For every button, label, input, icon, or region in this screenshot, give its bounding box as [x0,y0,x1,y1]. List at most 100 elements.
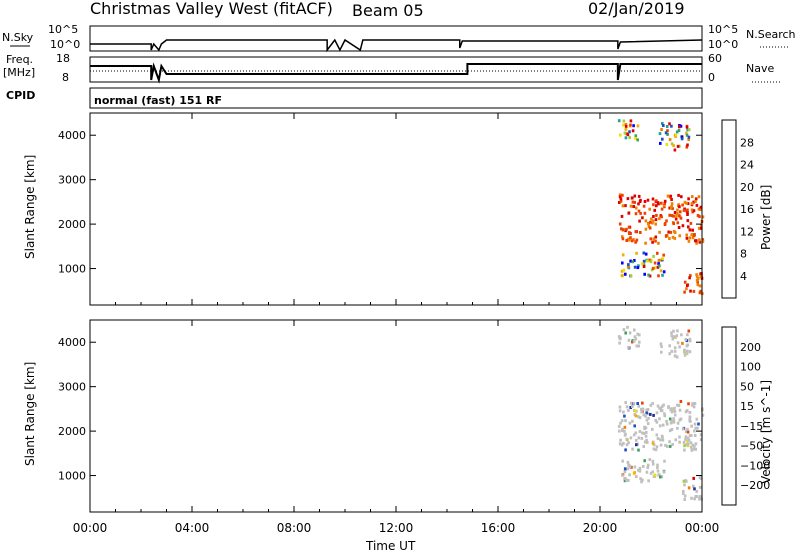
power-cell [658,264,661,268]
power-cell [631,260,635,264]
velocity-cell [658,406,661,410]
velocity-cell [686,442,690,446]
power-cell [635,238,639,242]
velocity-cell [693,422,697,426]
power-cell [621,237,625,241]
velocity-cell [682,489,685,493]
power-cell [622,268,626,272]
velocity-cell [695,417,699,421]
power-cell [648,274,652,278]
velocity-cell [643,459,646,463]
power-cell [687,239,691,243]
power-cell [634,240,637,244]
velocity-cell [647,416,650,420]
power-cell [650,258,653,262]
velocity-cell [634,431,638,435]
power-cell [653,261,657,265]
power-cell [621,235,624,239]
velocity-cell [645,411,648,415]
power-cell [648,226,652,230]
time-tick-label: 00:00 [685,521,720,535]
power-cell [624,136,628,140]
power-cell [627,231,631,235]
nsky-tick-high: 10^5 [48,23,78,36]
velocity-cell [640,436,644,440]
power-cell [654,235,658,239]
cpid-label: CPID [6,89,35,102]
power-cell [659,141,662,145]
power-cell [661,273,664,277]
power-cell [666,194,670,198]
power-cell [640,262,644,266]
velocity-cell [631,339,635,343]
power-cell [636,124,640,128]
velocity-cell [691,443,695,447]
time-axis-label: Time UT [365,539,416,553]
power-cell [678,205,681,209]
power-cell [670,142,674,146]
power-cell [642,251,646,255]
power-cell [619,197,623,201]
power-cell [653,266,657,270]
power-cell [663,199,667,203]
velocity-colorbar: 200 100 50 15 −15 −50 −100 −200 [721,326,770,506]
power-cell [634,230,638,234]
power-cell [669,194,673,198]
power-cell [642,259,646,263]
velocity-cell [660,345,663,349]
velocity-cell [627,464,631,468]
velocity-cell [688,415,692,419]
velocity-cell [656,466,659,470]
power-cell [633,200,636,204]
power-cell [679,124,683,128]
power-cell [644,219,648,223]
velocity-cell [623,476,627,480]
power-cell [631,200,635,204]
velocity-cell [668,417,672,421]
velocity-cell [682,440,686,444]
velocity-cell [655,420,659,424]
power-cell [626,197,630,201]
power-cell [686,284,689,288]
velocity-cell [684,437,687,441]
nave-label: Nave [746,62,774,75]
velocity-cell [682,492,685,495]
power-panel: 1000 2000 3000 4000 Slant Range [km] 28 24 20… [23,112,773,306]
power-cell [657,241,660,245]
power-cell [625,239,628,242]
power-cell [697,226,701,230]
power-cell [670,124,673,128]
power-cell [620,214,624,218]
power-cell [661,137,664,141]
velocity-cell [623,414,626,418]
velocity-cell [637,448,640,452]
velocity-cell [693,434,697,437]
velocity-cell [654,418,657,422]
power-cell [662,253,665,257]
velocity-cell [640,407,643,411]
velocity-cell [624,419,627,423]
power-cell [651,221,654,225]
velocity-cell [628,331,632,335]
velocity-cell [673,413,677,417]
power-cell [621,228,625,232]
power-cell [647,273,650,277]
velocity-cell [646,463,650,467]
velocity-cell [633,335,637,339]
velocity-cell [687,486,691,490]
power-cell [686,128,689,132]
velocity-cell [683,448,686,452]
power-cell [626,133,630,137]
power-cell [639,231,642,234]
velocity-colorbar-tick: −50 [740,440,763,453]
velocity-cell [684,435,688,439]
power-cell [699,224,703,228]
velocity-cell [681,341,684,345]
velocity-cell [692,405,696,409]
velocity-cell [689,441,693,445]
velocity-cell [651,402,654,405]
velocity-cell [693,402,697,405]
velocity-cell [692,447,695,451]
velocity-cell [670,410,674,414]
